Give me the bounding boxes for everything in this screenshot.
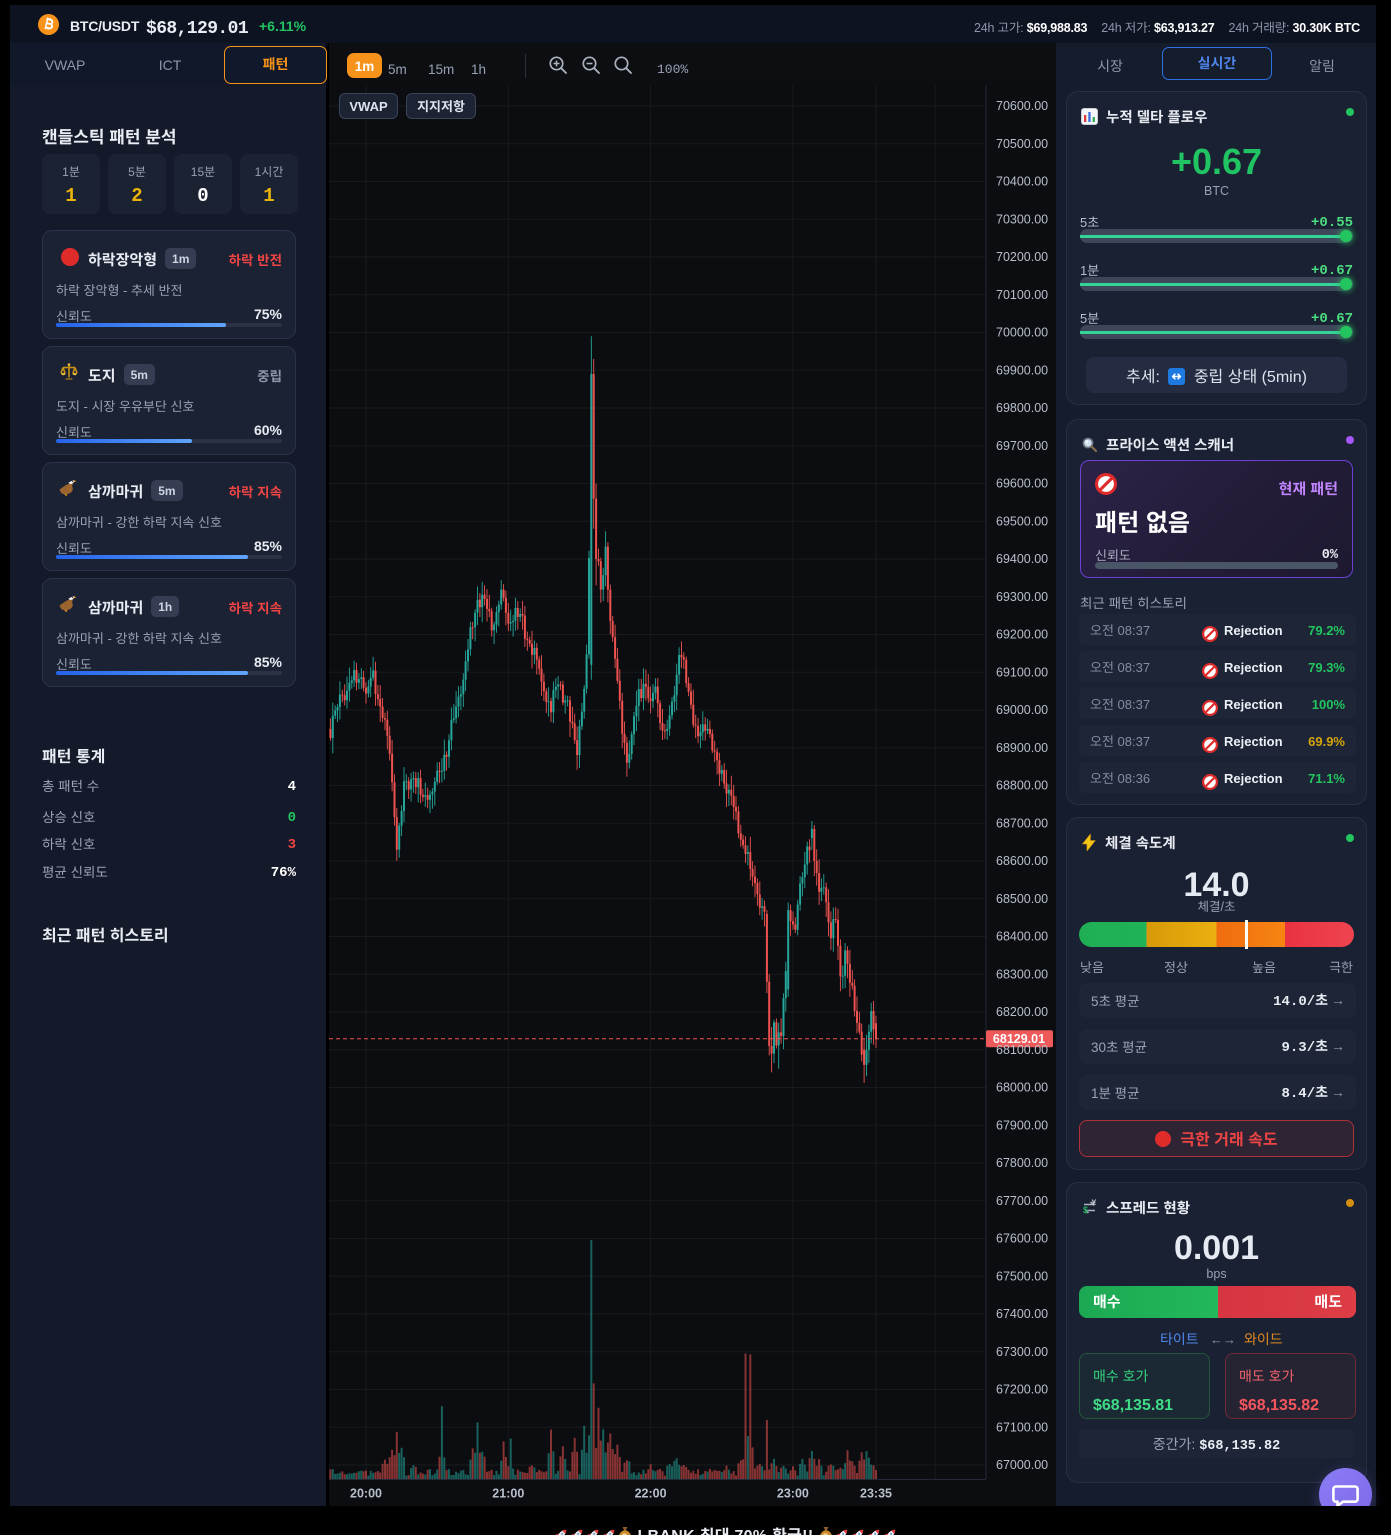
svg-text:69100.00: 69100.00 — [996, 666, 1048, 680]
svg-text:¥: ¥ — [1092, 1199, 1097, 1208]
svg-text:69400.00: 69400.00 — [996, 552, 1048, 566]
svg-text:68200.00: 68200.00 — [996, 1005, 1048, 1019]
svg-text:68129.01: 68129.01 — [993, 1032, 1045, 1046]
svg-text:67200.00: 67200.00 — [996, 1383, 1048, 1397]
svg-text:68300.00: 68300.00 — [996, 968, 1048, 982]
svg-text:70600.00: 70600.00 — [996, 99, 1048, 113]
svg-text:69800.00: 69800.00 — [996, 401, 1048, 415]
svg-text:68800.00: 68800.00 — [996, 779, 1048, 793]
svg-text:68600.00: 68600.00 — [996, 854, 1048, 868]
svg-text:70500.00: 70500.00 — [996, 137, 1048, 151]
svg-text:$: $ — [823, 1532, 828, 1535]
svg-text:23:35: 23:35 — [860, 1487, 892, 1501]
svg-text:68000.00: 68000.00 — [996, 1081, 1048, 1095]
svg-text:68500.00: 68500.00 — [996, 892, 1048, 906]
svg-text:70200.00: 70200.00 — [996, 250, 1048, 264]
svg-text:69200.00: 69200.00 — [996, 628, 1048, 642]
svg-text:70300.00: 70300.00 — [996, 212, 1048, 226]
svg-text:67500.00: 67500.00 — [996, 1270, 1048, 1284]
svg-text:67900.00: 67900.00 — [996, 1119, 1048, 1133]
svg-text:68100.00: 68100.00 — [996, 1043, 1048, 1057]
svg-text:69500.00: 69500.00 — [996, 515, 1048, 529]
svg-text:68400.00: 68400.00 — [996, 930, 1048, 944]
svg-text:$: $ — [622, 1532, 627, 1535]
svg-text:67300.00: 67300.00 — [996, 1345, 1048, 1359]
svg-text:70400.00: 70400.00 — [996, 175, 1048, 189]
svg-text:67800.00: 67800.00 — [996, 1156, 1048, 1170]
svg-text:68700.00: 68700.00 — [996, 817, 1048, 831]
svg-text:20:00: 20:00 — [350, 1487, 382, 1501]
svg-text:69600.00: 69600.00 — [996, 477, 1048, 491]
svg-text:70000.00: 70000.00 — [996, 326, 1048, 340]
svg-text:69000.00: 69000.00 — [996, 703, 1048, 717]
svg-text:23:00: 23:00 — [777, 1487, 809, 1501]
svg-text:21:00: 21:00 — [492, 1487, 524, 1501]
svg-text:69300.00: 69300.00 — [996, 590, 1048, 604]
svg-text:69700.00: 69700.00 — [996, 439, 1048, 453]
svg-text:67400.00: 67400.00 — [996, 1307, 1048, 1321]
svg-text:$: $ — [1083, 1205, 1088, 1215]
svg-text:67000.00: 67000.00 — [996, 1458, 1048, 1472]
svg-text:68900.00: 68900.00 — [996, 741, 1048, 755]
svg-text:22:00: 22:00 — [635, 1487, 667, 1501]
svg-text:67700.00: 67700.00 — [996, 1194, 1048, 1208]
svg-text:70100.00: 70100.00 — [996, 288, 1048, 302]
svg-text:67100.00: 67100.00 — [996, 1421, 1048, 1435]
svg-text:69900.00: 69900.00 — [996, 363, 1048, 377]
svg-text:67600.00: 67600.00 — [996, 1232, 1048, 1246]
